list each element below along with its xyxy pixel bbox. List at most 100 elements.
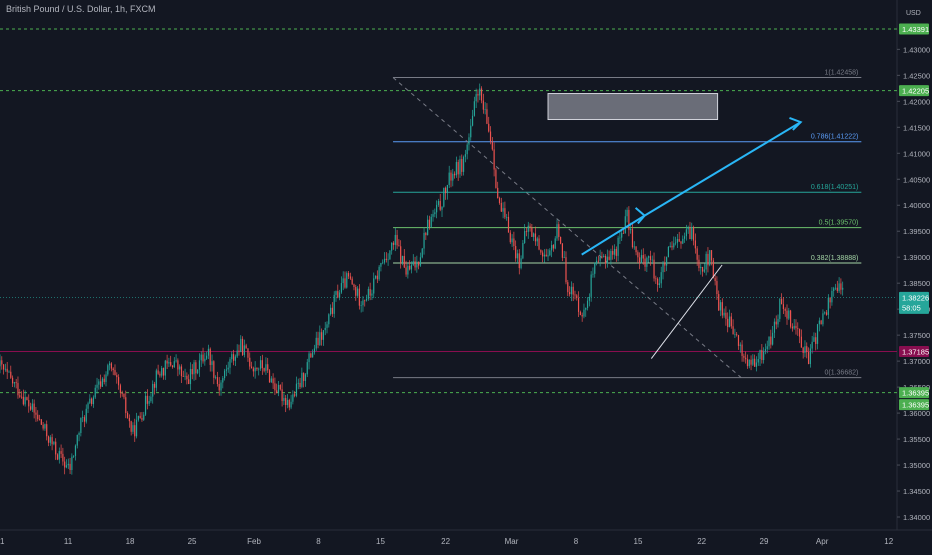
candle-body [565, 257, 567, 283]
candle-body [276, 390, 278, 394]
candle-body [683, 236, 686, 239]
candle-body [635, 246, 637, 253]
candle-body [547, 255, 549, 257]
x-tick-label: 29 [760, 537, 769, 546]
candle-body [685, 229, 687, 237]
candle-body [382, 262, 384, 264]
price-tag-label: 1.43391 [902, 25, 929, 34]
candle-body [617, 237, 619, 256]
candle-body [35, 412, 37, 415]
candle-body [367, 288, 369, 299]
candle-body [71, 456, 73, 471]
candle-body [694, 240, 696, 249]
candle-body [37, 414, 39, 420]
candle-body [76, 434, 78, 446]
candle-body [69, 463, 71, 471]
candle-body [781, 298, 783, 305]
candle-body [807, 352, 810, 365]
candle-body [558, 224, 560, 237]
candle-body [829, 297, 831, 303]
candle-body [768, 336, 770, 347]
candle-body [313, 348, 316, 353]
candle-body [24, 397, 26, 405]
candle-body [265, 364, 267, 371]
candle-body [471, 115, 474, 126]
candle-body [667, 246, 670, 258]
candle-body [786, 310, 788, 319]
fib-label: 1(1.42458) [824, 70, 858, 77]
candle-body [297, 382, 299, 384]
candle-body [770, 336, 772, 345]
candle-body [315, 337, 317, 349]
candle-body [351, 278, 353, 285]
candle-body [500, 202, 502, 212]
candle-body [100, 381, 102, 387]
candle-body [312, 352, 314, 358]
candle-body [651, 259, 653, 261]
candle-body [452, 173, 454, 181]
candle-body [676, 239, 678, 243]
candle-body [360, 305, 362, 306]
candle-body [836, 287, 838, 291]
candle-body [46, 424, 48, 437]
candle-body [831, 290, 833, 303]
x-tick-label: 21 [0, 537, 5, 546]
candle-body [703, 269, 705, 272]
candle-body [238, 350, 240, 353]
candle-body [838, 283, 840, 291]
candle-body [427, 219, 429, 236]
candle-body [613, 248, 616, 255]
candle-body [347, 273, 350, 277]
candle-body [132, 425, 134, 432]
candle-body [403, 256, 405, 268]
candle-body [227, 367, 229, 370]
candle-body [640, 255, 643, 263]
x-tick-label: 12 [884, 537, 893, 546]
candle-body [725, 312, 727, 319]
candle-body [44, 424, 46, 429]
candle-body [186, 375, 188, 380]
x-tick-label: 22 [697, 537, 706, 546]
candle-body [254, 367, 256, 372]
candle-body [85, 408, 87, 422]
candle-body [294, 394, 296, 396]
candle-body [551, 245, 553, 251]
fib-label: 0.786(1.41222) [811, 134, 858, 141]
candle-body [310, 353, 312, 358]
candle-body [570, 286, 572, 295]
candle-body [159, 373, 161, 376]
candle-body [0, 360, 1, 367]
candle-body [139, 415, 141, 419]
candle-body [283, 398, 285, 402]
candle-body [633, 246, 635, 248]
candle-body [60, 451, 62, 454]
currency-label: USD [906, 10, 921, 17]
candle-body [428, 219, 431, 227]
candle-body [82, 417, 84, 418]
candle-body [482, 100, 484, 110]
candle-body [338, 292, 341, 298]
candle-body [78, 433, 80, 435]
candle-body [220, 382, 222, 391]
candle-body [319, 332, 321, 345]
candle-body [502, 208, 504, 212]
candle-body [824, 312, 826, 314]
candle-body [608, 256, 610, 260]
candle-body [110, 363, 113, 369]
rising-trendline [650, 264, 723, 359]
candle-body [795, 325, 797, 329]
candle-body [126, 412, 129, 418]
candle-body [67, 463, 69, 466]
candle-body [766, 346, 768, 350]
candle-body [797, 328, 799, 329]
candle-body [714, 278, 716, 282]
candle-body [153, 383, 156, 388]
candle-body [439, 201, 441, 210]
candle-body [249, 357, 251, 367]
candle-body [252, 368, 254, 372]
candle-body [536, 238, 538, 242]
candle-body [687, 227, 689, 230]
